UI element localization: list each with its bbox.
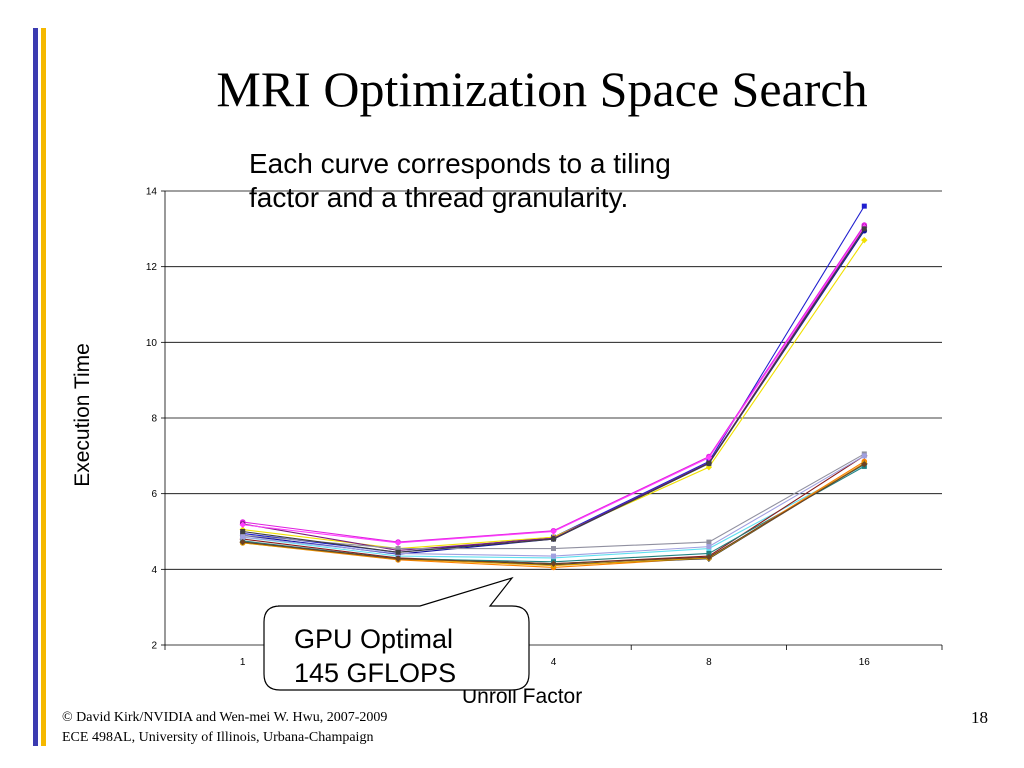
- footer: © David Kirk/NVIDIA and Wen-mei W. Hwu, …: [62, 708, 387, 748]
- y-tick-label: 10: [146, 338, 158, 349]
- data-point: [705, 554, 713, 561]
- data-point: [551, 536, 556, 542]
- data-point: [239, 538, 246, 546]
- y-tick-label: 4: [151, 565, 157, 576]
- data-point: [705, 454, 713, 461]
- x-tick-label: 16: [859, 657, 871, 668]
- series-line: [242, 224, 865, 543]
- data-point: [861, 226, 867, 232]
- footer-copyright: © David Kirk/NVIDIA and Wen-mei W. Hwu, …: [62, 710, 388, 725]
- y-tick-label: 12: [146, 262, 158, 273]
- y-tick-label: 2: [151, 641, 157, 652]
- data-point: [706, 460, 712, 466]
- data-point: [706, 550, 712, 556]
- data-point: [551, 546, 556, 552]
- data-point: [861, 236, 868, 244]
- x-axis-label: Unroll Factor: [462, 685, 583, 708]
- series-line: [242, 205, 865, 553]
- data-point: [861, 203, 867, 209]
- y-tick-label: 6: [151, 489, 157, 500]
- data-point: [394, 555, 402, 562]
- x-tick-label: 1: [240, 657, 246, 668]
- data-point: [550, 528, 557, 535]
- series-line: [242, 226, 865, 544]
- data-point: [240, 529, 246, 534]
- y-tick-label: 8: [151, 414, 157, 425]
- y-axis-label: Execution Time: [71, 343, 94, 487]
- y-tick-label: 14: [146, 187, 158, 198]
- slide-title: MRI Optimization Space Search: [216, 61, 868, 117]
- data-point: [239, 521, 246, 528]
- series-line: [242, 239, 865, 550]
- data-point: [861, 453, 867, 459]
- footer-course: ECE 498AL, University of Illinois, Urban…: [62, 730, 374, 745]
- series-line: [242, 228, 865, 553]
- left-accent-bar-blue: [33, 28, 38, 746]
- page-number: 18: [971, 708, 988, 727]
- data-point: [395, 549, 401, 555]
- data-point: [706, 544, 712, 550]
- data-point: [240, 534, 246, 540]
- annotation-text: Each curve corresponds to a tiling facto…: [249, 148, 671, 213]
- data-point: [550, 560, 557, 567]
- data-point: [706, 539, 712, 545]
- x-tick-label: 4: [551, 657, 557, 668]
- x-tick-label: 8: [706, 657, 712, 668]
- callout-text: GPU Optimal 145 GFLOPS: [294, 624, 457, 688]
- data-point: [395, 546, 401, 552]
- series-line: [242, 226, 865, 551]
- data-point: [861, 460, 868, 468]
- left-accent-bar-gold: [41, 28, 46, 746]
- series-line: [242, 230, 865, 555]
- data-point: [394, 539, 402, 547]
- data-point: [551, 553, 556, 559]
